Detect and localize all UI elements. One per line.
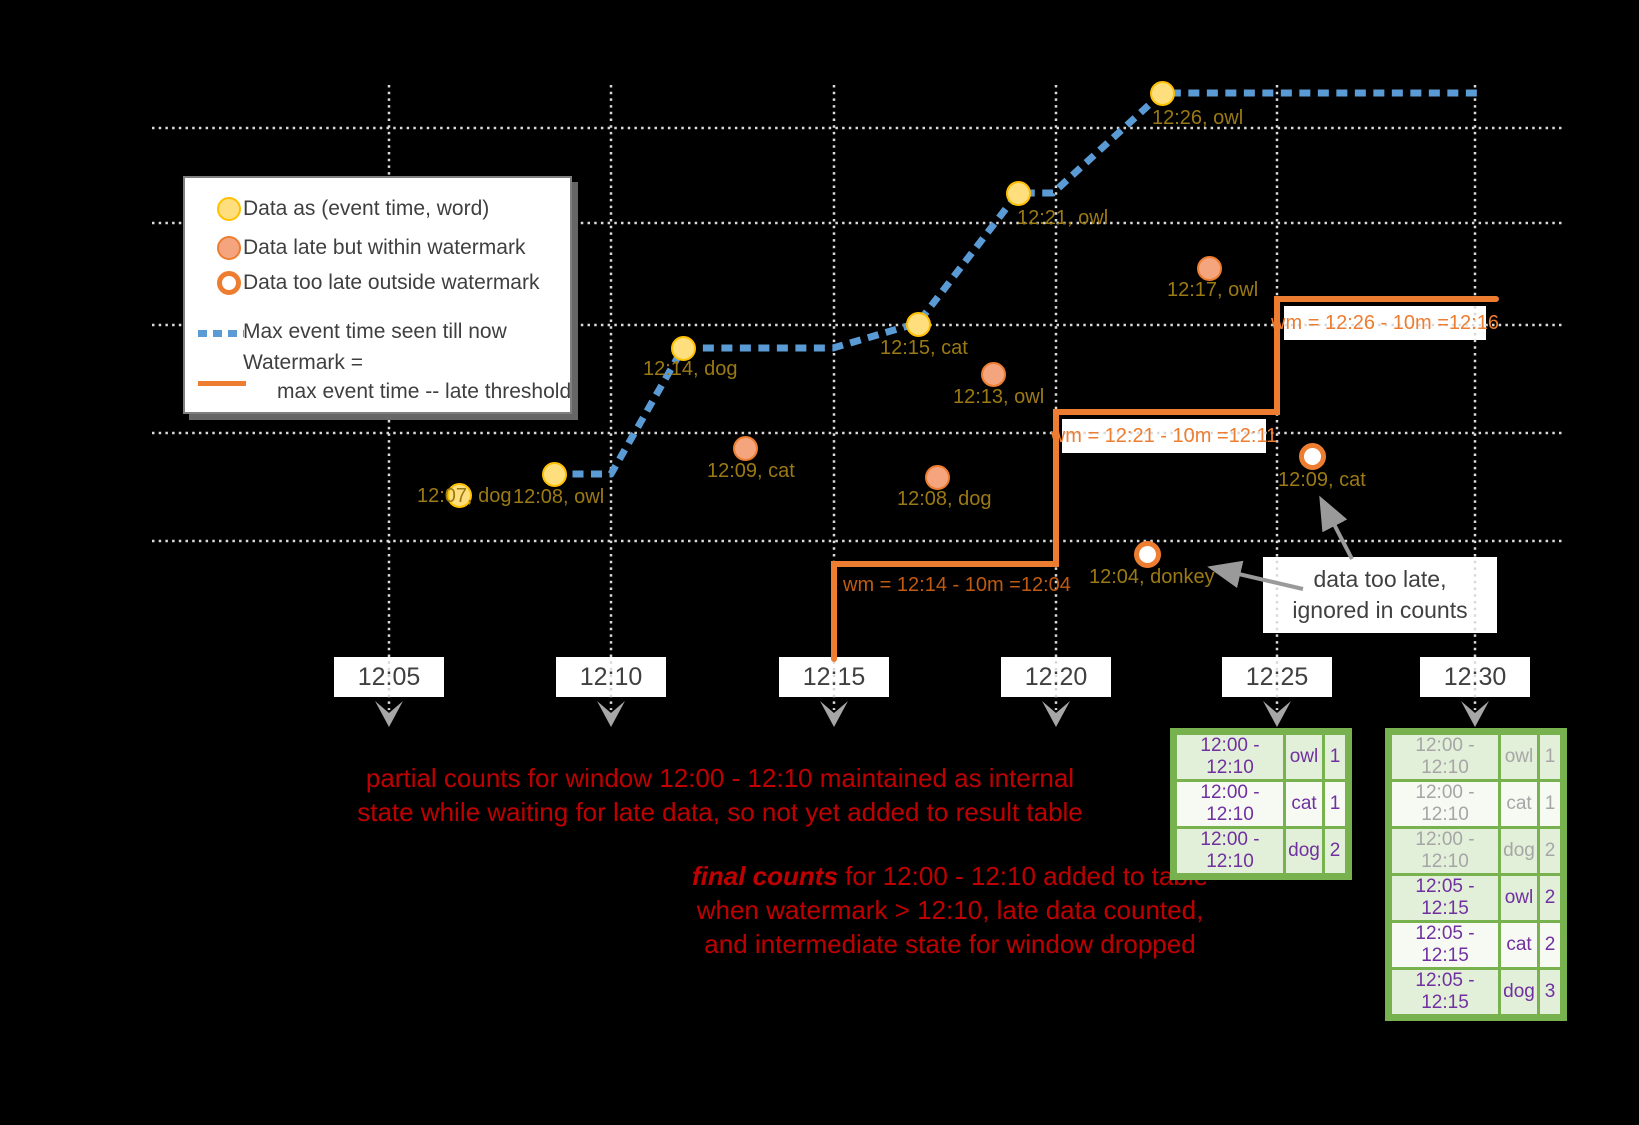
data-point-on-time: [1149, 80, 1175, 106]
point-label: 12:14, dog: [643, 358, 738, 380]
window-cell: 12:00 - 12:10: [1392, 829, 1498, 873]
window-cell: 12:05 - 12:15: [1392, 970, 1498, 1014]
point-label: 12:13, owl: [953, 386, 1045, 408]
count-cell: 1: [1325, 782, 1345, 826]
watermark-label-2: wm = 12:21 - 10m =12:11: [1050, 424, 1278, 447]
tick-12-30: 12:30: [1443, 662, 1507, 691]
tick-12-20: 12:20: [1024, 662, 1088, 691]
count-cell: 1: [1325, 735, 1345, 779]
point-label: 12:09, cat: [1278, 469, 1366, 491]
tick-12-10: 12:10: [579, 662, 643, 691]
annotation-line: final counts for 12:00 - 12:10 added to …: [590, 859, 1310, 893]
table-row: 12:00 - 12:10 dog 2: [1392, 829, 1560, 873]
too-late-dot-icon: [217, 271, 241, 295]
table-row: 12:00 - 12:10 owl 1: [1177, 735, 1345, 779]
word-cell: owl: [1286, 735, 1322, 779]
legend-item-label: Data as (event time, word): [243, 197, 490, 220]
point-label: 12:07, dog: [417, 485, 512, 507]
tick-12-05: 12:05: [357, 662, 421, 691]
max-event-time-line-icon: [198, 330, 244, 337]
data-point-late: [980, 361, 1006, 387]
data-point-too-late: [1133, 540, 1161, 568]
tick-12-25: 12:25: [1245, 662, 1309, 691]
final-counts-annotation: final counts for 12:00 - 12:10 added to …: [590, 859, 1310, 961]
point-label: 12:09, cat: [707, 460, 795, 482]
data-point-on-time: [670, 335, 696, 361]
legend-item-label: Max event time seen till now: [243, 320, 507, 343]
window-cell: 12:00 - 12:10: [1177, 782, 1283, 826]
word-cell: cat: [1286, 782, 1322, 826]
on-time-dot-icon: [217, 197, 241, 221]
watermark-label-3: wm = 12:26 - 10m =12:16: [1271, 311, 1499, 334]
annotation-line: when watermark > 12:10, late data counte…: [696, 895, 1204, 925]
late-dot-icon: [217, 236, 241, 260]
word-cell: dog: [1501, 829, 1537, 873]
too-late-note-line: ignored in counts: [1292, 597, 1468, 623]
annotation-line: state while waiting for late data, so no…: [357, 797, 1083, 827]
annotation-line: partial counts for window 12:00 - 12:10 …: [365, 763, 1075, 793]
table-row: 12:05 - 12:15 owl 2: [1392, 876, 1560, 920]
word-cell: dog: [1501, 970, 1537, 1014]
word-cell: cat: [1501, 923, 1537, 967]
partial-counts-annotation: partial counts for window 12:00 - 12:10 …: [300, 761, 1140, 829]
point-label: 12:17, owl: [1167, 279, 1259, 301]
table-row: 12:05 - 12:15 dog 3: [1392, 970, 1560, 1014]
count-cell: 2: [1540, 829, 1560, 873]
word-cell: cat: [1501, 782, 1537, 826]
data-point-on-time: [1005, 180, 1031, 206]
watermark-line-icon: [198, 381, 246, 386]
too-late-note: data too late, ignored in counts: [1263, 557, 1497, 633]
point-label: 12:15, cat: [880, 337, 968, 359]
count-cell: 2: [1540, 876, 1560, 920]
point-label: 12:26, owl: [1152, 107, 1244, 129]
legend-item-label: Watermark =: [243, 351, 363, 374]
legend-item-label: Data too late outside watermark: [243, 271, 540, 294]
point-label: 12:08, owl: [513, 486, 605, 508]
legend-item-label: max event time -- late threshold: [277, 380, 572, 403]
count-cell: 1: [1540, 735, 1560, 779]
table-row: 12:00 - 12:10 cat 1: [1392, 782, 1560, 826]
data-point-on-time: [446, 482, 472, 508]
table-row: 12:00 - 12:10 cat 1: [1177, 782, 1345, 826]
word-cell: owl: [1501, 735, 1537, 779]
data-point-late: [732, 435, 758, 461]
result-table-12-30: 12:00 - 12:10 owl 1 12:00 - 12:10 cat 1 …: [1385, 728, 1567, 1021]
window-cell: 12:00 - 12:10: [1177, 829, 1283, 873]
data-point-too-late: [1298, 442, 1326, 470]
final-counts-emphasis: final counts: [692, 861, 838, 891]
table-row: 12:00 - 12:10 dog 2: [1177, 829, 1345, 873]
table-row: 12:00 - 12:10 owl 1: [1392, 735, 1560, 779]
count-cell: 2: [1325, 829, 1345, 873]
window-cell: 12:05 - 12:15: [1392, 876, 1498, 920]
data-point-late: [1196, 255, 1222, 281]
count-cell: 1: [1540, 782, 1560, 826]
result-table-12-25: 12:00 - 12:10 owl 1 12:00 - 12:10 cat 1 …: [1170, 728, 1352, 880]
word-cell: owl: [1501, 876, 1537, 920]
table-row: 12:05 - 12:15 cat 2: [1392, 923, 1560, 967]
word-cell: dog: [1286, 829, 1322, 873]
window-cell: 12:05 - 12:15: [1392, 923, 1498, 967]
annotation-line: and intermediate state for window droppe…: [704, 929, 1196, 959]
window-cell: 12:00 - 12:10: [1392, 735, 1498, 779]
tick-12-15: 12:15: [802, 662, 866, 691]
data-point-on-time: [905, 311, 931, 337]
window-cell: 12:00 - 12:10: [1392, 782, 1498, 826]
point-label: 12:04, donkey: [1089, 566, 1215, 588]
too-late-note-line: data too late,: [1313, 566, 1447, 592]
annotation-line-rest: for 12:00 - 12:10 added to table: [837, 861, 1208, 891]
count-cell: 2: [1540, 923, 1560, 967]
legend: Data as (event time, word) Data late but…: [183, 176, 572, 414]
point-label: 12:21, owl: [1017, 207, 1109, 229]
data-point-on-time: [541, 461, 567, 487]
watermark-label-1: wm = 12:14 - 10m =12:04: [843, 574, 1071, 596]
legend-item-label: Data late but within watermark: [243, 236, 526, 259]
data-point-late: [924, 464, 950, 490]
count-cell: 3: [1540, 970, 1560, 1014]
point-label: 12:08, dog: [897, 488, 992, 510]
window-cell: 12:00 - 12:10: [1177, 735, 1283, 779]
